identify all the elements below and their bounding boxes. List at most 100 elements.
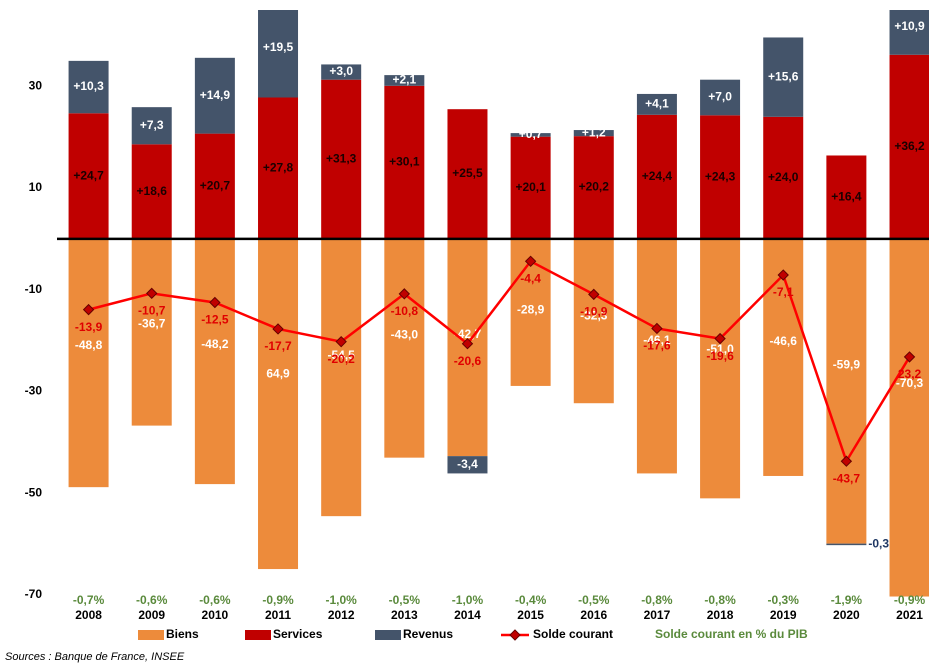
bar-label: -28,9 (517, 303, 545, 317)
bar-label: 64,9 (266, 367, 290, 381)
bar-biens (194, 238, 235, 485)
marker (714, 332, 726, 345)
bar-label: +16,4 (831, 189, 862, 203)
pib-label: -0,9% (262, 593, 294, 607)
legend-label: Revenus (403, 627, 453, 641)
marker (651, 322, 663, 335)
bar-revenus (194, 57, 235, 134)
x-tick-label: 2008 (75, 608, 102, 622)
bar-label: -59,9 (833, 358, 861, 372)
bar-biens (321, 238, 362, 517)
y-tick-label: 10 (29, 180, 43, 194)
bar-label: +4,1 (645, 97, 669, 111)
x-tick-label: 2016 (580, 608, 607, 622)
bar-services (194, 133, 235, 239)
bar-label: +2,1 (392, 73, 416, 87)
bar-biens (700, 238, 741, 499)
legend-label: Services (273, 627, 323, 641)
bar-label: +15,6 (768, 69, 799, 83)
line-label: -43,7 (833, 471, 861, 485)
bar-revenus (131, 107, 172, 145)
bar-label: +10,9 (894, 19, 925, 33)
bar-label: +0,7 (519, 127, 543, 141)
legend-swatch (138, 630, 164, 640)
x-tick-label: 2014 (454, 608, 481, 622)
marker (903, 351, 916, 363)
legend-label: Biens (166, 627, 199, 641)
bar-services (889, 54, 929, 239)
bar-label: +20,7 (200, 178, 231, 192)
line-label: -20,2 (327, 352, 355, 366)
bar-services (510, 136, 551, 239)
x-tick-label: 2019 (770, 608, 797, 622)
x-tick-label: 2018 (707, 608, 734, 622)
y-tick-label: -30 (25, 384, 43, 398)
x-tick-label: 2010 (202, 608, 229, 622)
bar-label: -32,3 (580, 309, 608, 323)
bar-label: +20,1 (515, 180, 546, 194)
bar-revenus (321, 64, 362, 80)
y-tick-label: -10 (25, 282, 43, 296)
line-label: -20,6 (454, 354, 482, 368)
line-label: -19,6 (706, 349, 734, 363)
marker (335, 335, 347, 348)
legend-label: Solde courant (533, 627, 613, 641)
bar-biens (573, 238, 614, 404)
line-label: -12,5 (201, 313, 229, 327)
bar-label: +7,0 (708, 90, 732, 104)
bar-label: +27,8 (263, 160, 294, 174)
marker (461, 337, 474, 350)
bar-label: +30,1 (389, 155, 420, 169)
bar-biens (384, 238, 425, 458)
bar-revenus (447, 456, 488, 474)
line-label: -13,9 (75, 320, 103, 334)
bar-label: -48,8 (75, 338, 103, 352)
bar-label: +24,7 (73, 168, 104, 182)
bar-label: -70,3 (896, 376, 924, 390)
pib-label: -0,5% (578, 593, 610, 607)
bar-services (826, 155, 867, 239)
bar-label: +14,9 (200, 88, 231, 102)
bar-label: -36,7 (138, 316, 166, 330)
bar-revenus (826, 543, 867, 546)
bar-revenus (384, 75, 425, 86)
bar-services (384, 85, 425, 239)
marker (588, 288, 600, 301)
pib-label: -0,3% (768, 593, 800, 607)
pib-label: -0,4% (515, 593, 547, 607)
line-label: -10,9 (580, 305, 608, 319)
bar-revenus (68, 60, 109, 114)
line-label: -17,7 (264, 339, 292, 353)
bar-label: -46,1 (643, 333, 671, 347)
bar-revenus (636, 93, 677, 115)
x-tick-label: 2015 (517, 608, 544, 622)
marker (398, 288, 411, 300)
bar-label: -3,4 (457, 457, 478, 471)
bar-label: +36,2 (894, 139, 925, 153)
bar-revenus (763, 37, 804, 117)
y-tick-label: 30 (29, 78, 43, 92)
bar-revenus (258, 10, 299, 98)
marker (840, 455, 853, 467)
bar-biens (68, 238, 109, 488)
y-tick-label: -50 (25, 485, 43, 499)
line-solde (88, 259, 911, 465)
x-tick-label: 2009 (138, 608, 165, 622)
bar-services (573, 136, 614, 239)
bar-revenus (700, 79, 741, 116)
bar-label: -48,2 (201, 337, 229, 351)
bar-label: +10,3 (73, 79, 104, 93)
bar-label: +24,4 (642, 169, 673, 183)
bar-services (636, 114, 677, 239)
line-label: -17,6 (643, 339, 671, 353)
marker (272, 323, 284, 335)
legend-label: Solde courant en % du PIB (655, 627, 808, 641)
legend-swatch (245, 630, 271, 640)
bar-label: -43,0 (391, 328, 419, 342)
line-label: -10,8 (391, 304, 419, 318)
bar-label: +3,0 (329, 64, 353, 78)
bar-biens (258, 238, 299, 570)
bar-label: -0,3 (868, 537, 889, 551)
bar-label: +18,6 (137, 184, 168, 198)
